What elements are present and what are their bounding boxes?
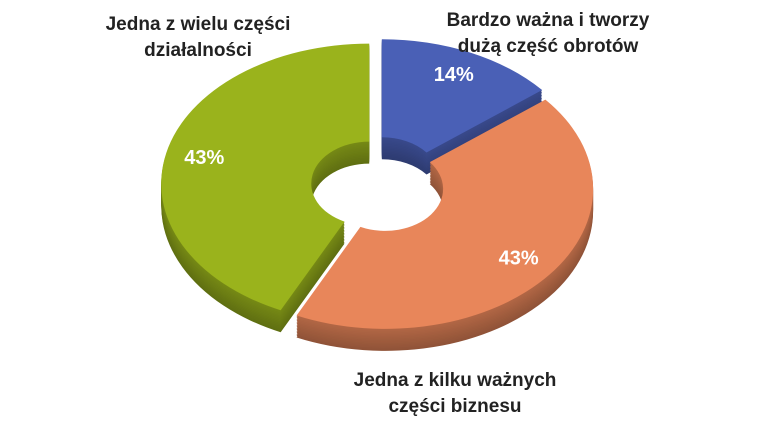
donut-slice: [161, 43, 370, 333]
donut-slice: [381, 39, 543, 175]
category-label: Jedna z wielu części działalności: [105, 14, 291, 61]
value-label: 14%: [434, 64, 474, 86]
value-label: 43%: [499, 247, 539, 269]
donut-slice: [296, 99, 594, 351]
category-label: Jedna z kilku ważnych części biznesu: [353, 370, 557, 417]
category-label: Bardzo ważna i tworzy dużą część obrotów: [446, 10, 650, 57]
value-label: 43%: [184, 147, 224, 169]
slice-top: [296, 99, 594, 329]
slice-top: [381, 39, 543, 153]
slice-top: [161, 43, 370, 311]
